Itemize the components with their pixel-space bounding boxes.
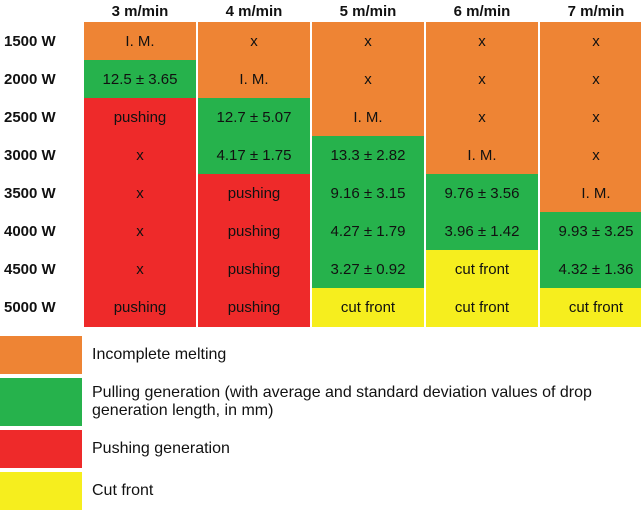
matrix-cell: 9.16 ± 3.15	[312, 174, 424, 213]
matrix-cell: 9.93 ± 3.25	[540, 212, 641, 251]
matrix-cell: x	[312, 22, 424, 61]
matrix-cell: x	[84, 212, 196, 251]
matrix-cell: cut front	[426, 250, 538, 289]
legend: Incomplete melting Pulling generation (wi…	[0, 336, 641, 510]
matrix-cell: I. M.	[84, 22, 196, 61]
column-header-speed: 4 m/min	[225, 2, 283, 20]
matrix-cell: 4.27 ± 1.79	[312, 212, 424, 251]
matrix-cell: x	[198, 22, 310, 61]
row-header-power: 5000 W	[4, 298, 56, 316]
row-header-power: 2000 W	[4, 70, 56, 88]
matrix-cell: x	[426, 98, 538, 137]
legend-item: Pushing generation	[0, 430, 641, 468]
matrix-cell: pushing	[198, 174, 310, 213]
matrix-cell: pushing	[84, 98, 196, 137]
legend-item: Incomplete melting	[0, 336, 641, 374]
legend-item: Pulling generation (with average and sta…	[0, 378, 641, 426]
matrix-cell: I. M.	[198, 60, 310, 99]
row-header-power: 3500 W	[4, 184, 56, 202]
row-header-power: 1500 W	[4, 32, 56, 50]
legend-swatch	[0, 336, 82, 374]
matrix-cell: x	[540, 22, 641, 61]
matrix-cell: cut front	[426, 288, 538, 327]
matrix-cell: 13.3 ± 2.82	[312, 136, 424, 175]
matrix-cell: x	[540, 136, 641, 175]
matrix-cell: 4.32 ± 1.36	[540, 250, 641, 289]
corner-blank	[0, 0, 82, 22]
matrix-cell: I. M.	[312, 98, 424, 137]
legend-item: Cut front	[0, 472, 641, 510]
matrix-cell: 12.7 ± 5.07	[198, 98, 310, 137]
matrix-cell: 3.96 ± 1.42	[426, 212, 538, 251]
column-header-speed: 3 m/min	[111, 2, 169, 20]
row-header-power: 4000 W	[4, 222, 56, 240]
matrix-cell: I. M.	[426, 136, 538, 175]
legend-label: Pushing generation	[92, 440, 230, 457]
matrix-cell: x	[84, 174, 196, 213]
row-header-power: 4500 W	[4, 260, 56, 278]
matrix-cell: x	[84, 136, 196, 175]
column-header-speed: 5 m/min	[339, 2, 397, 20]
matrix-cell: pushing	[198, 250, 310, 289]
matrix-cell: x	[540, 60, 641, 99]
column-header-speed: 7 m/min	[567, 2, 625, 20]
matrix-cell: I. M.	[540, 174, 641, 213]
legend-label: Cut front	[92, 482, 154, 499]
matrix-cell: pushing	[84, 288, 196, 327]
matrix-cell: x	[312, 60, 424, 99]
matrix-cell: cut front	[312, 288, 424, 327]
matrix-cell: 12.5 ± 3.65	[84, 60, 196, 99]
matrix-cell: x	[84, 250, 196, 289]
row-header-power: 2500 W	[4, 108, 56, 126]
regime-matrix: 3 m/min 4 m/min 5 m/min 6 m/min 7 m/min 1500 …	[0, 0, 641, 327]
column-header-speed: 6 m/min	[453, 2, 511, 20]
legend-label: Pulling generation (with average and sta…	[92, 384, 592, 419]
matrix-cell: pushing	[198, 212, 310, 251]
matrix-cell: cut front	[540, 288, 641, 327]
matrix-cell: 4.17 ± 1.75	[198, 136, 310, 175]
matrix-cell: 9.76 ± 3.56	[426, 174, 538, 213]
legend-swatch	[0, 378, 82, 426]
legend-label: Incomplete melting	[92, 346, 227, 363]
matrix-cell: pushing	[198, 288, 310, 327]
matrix-cell: x	[426, 22, 538, 61]
legend-swatch	[0, 430, 82, 468]
matrix-cell: 3.27 ± 0.92	[312, 250, 424, 289]
matrix-cell: x	[540, 98, 641, 137]
matrix-cell: x	[426, 60, 538, 99]
legend-swatch	[0, 472, 82, 510]
row-header-power: 3000 W	[4, 146, 56, 164]
